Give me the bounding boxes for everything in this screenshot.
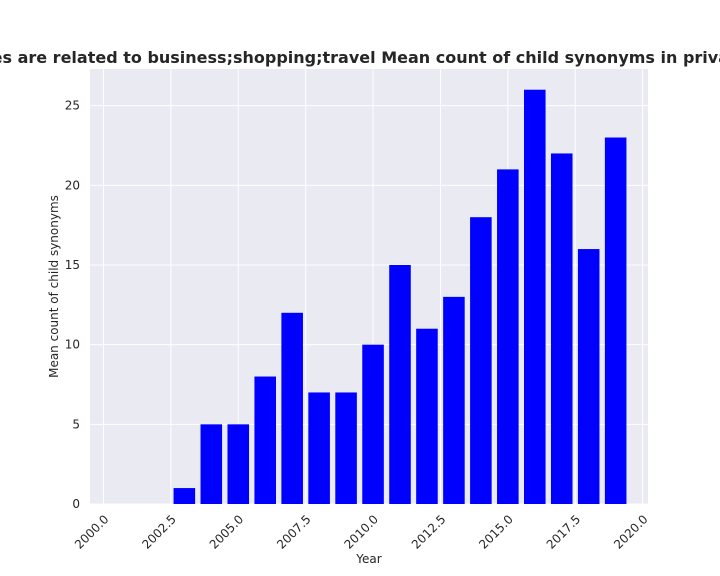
x-tick-label: 2015.0 [476,512,516,552]
x-tick-label: 2017.5 [544,512,584,552]
y-tick-label: 10 [65,338,80,352]
x-axis-label: Year [355,552,381,566]
x-tick-label: 2007.5 [274,512,314,552]
bar-2012 [416,328,438,504]
bar-2004 [200,424,223,504]
y-axis-label: Mean count of child synonyms [47,195,61,378]
bar-2009 [335,392,357,504]
bar-2007 [281,312,303,504]
x-tick-label: 2000.0 [72,512,112,552]
bar-2011 [389,264,411,504]
x-tick-label: 2020.0 [611,512,651,552]
bar-2010 [362,344,384,504]
x-tick-label: 2005.0 [207,512,247,552]
bar-2008 [308,392,330,504]
bar-2013 [443,296,465,504]
x-axis-ticks: 2000.0 2002.5 2005.0 2007.5 2010.0 2012.5 2015… [72,512,651,552]
bar-2003 [173,488,196,504]
bar-2015 [497,169,519,504]
x-tick-label: 2010.0 [342,512,382,552]
y-tick-label: 5 [72,417,80,431]
bar-2005 [227,424,250,504]
x-tick-label: 2012.5 [409,512,449,552]
bars [173,89,627,504]
y-axis-ticks: 0 5 10 15 20 25 [65,99,80,511]
bar-2014 [470,217,492,504]
bar-2006 [254,376,276,504]
y-tick-label: 0 [72,497,80,511]
y-tick-label: 15 [65,258,80,272]
bar-2016 [524,89,546,504]
bar-2018 [577,249,600,504]
y-tick-label: 25 [65,99,80,113]
bar-2019 [604,137,627,504]
x-tick-label: 2002.5 [139,512,179,552]
y-tick-label: 20 [65,178,80,192]
bar-2017 [550,153,573,504]
chart-title: Categories are related to business;shopp… [0,48,720,67]
